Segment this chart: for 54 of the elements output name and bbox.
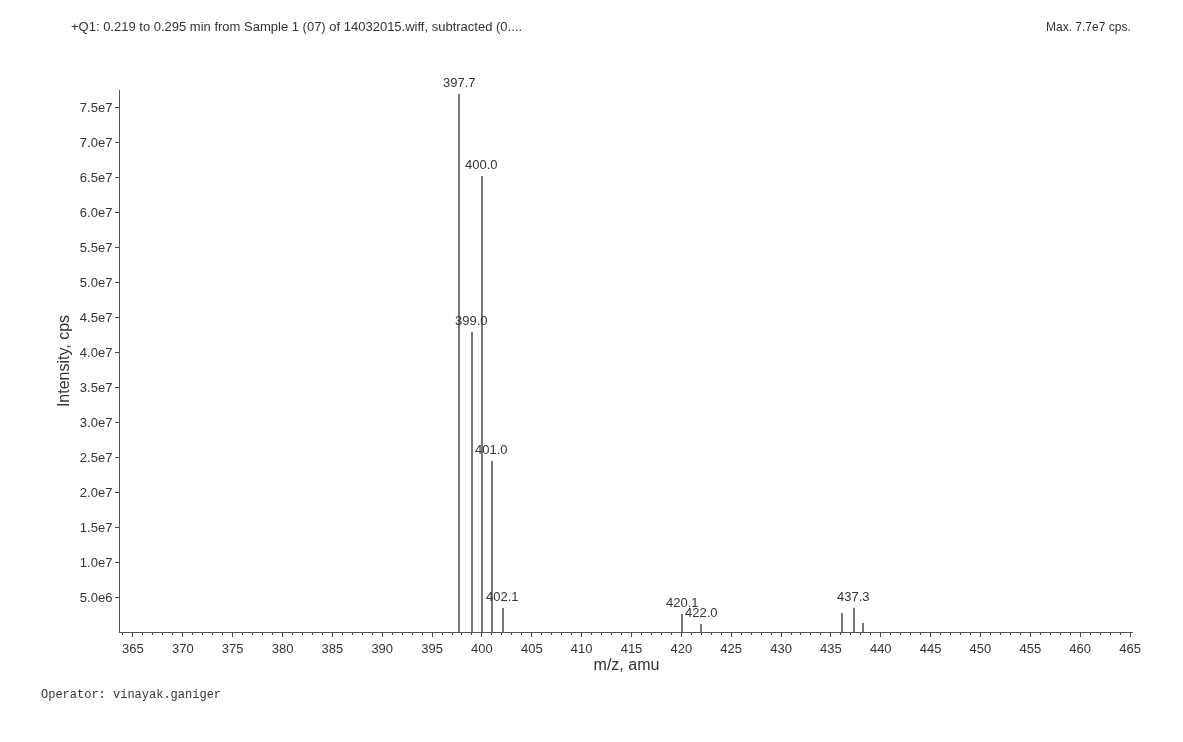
y-tick-label: 1.5e7: [79, 519, 113, 535]
y-tick-label: 4.5e7: [79, 309, 113, 325]
x-tick-label: 380: [271, 640, 294, 656]
y-tick-label: 5.0e7: [79, 274, 113, 290]
x-tick-label: 390: [371, 640, 394, 656]
x-tick-label: 370: [171, 640, 194, 656]
x-tick-label: 385: [321, 640, 344, 656]
bar: [502, 608, 504, 632]
x-tick-label: 420: [670, 640, 693, 656]
x-tick-label: 455: [1019, 640, 1042, 656]
y-tick-label: 7.0e7: [79, 135, 113, 150]
x-tick-label: 410: [570, 640, 593, 656]
annotation: 400.0: [465, 157, 498, 172]
annotation: 437.3: [837, 589, 870, 604]
bar: [862, 623, 864, 632]
x-tick-label: 395: [421, 640, 443, 656]
y-tick-label: 6.5e7: [79, 169, 113, 185]
bar: [491, 461, 493, 632]
x-tick-label: 415: [620, 640, 643, 656]
y-tick-label: 3.5e7: [79, 379, 113, 395]
x-tick-label: 430: [770, 640, 792, 656]
bar: [841, 613, 843, 632]
y-tick-label: 3.0e7: [79, 414, 113, 430]
x-tick-label: 405: [520, 640, 543, 656]
y-tick-label: 2.5e7: [79, 449, 113, 465]
x-axis-title: m/z, amu: [593, 656, 660, 674]
bar: [471, 332, 473, 632]
x-tick-label: 460: [1069, 640, 1092, 656]
x-tick-label: 435: [820, 640, 842, 656]
y-tick-label: 5.0e6: [79, 589, 113, 605]
y-tick-label: 1.0e7: [79, 554, 113, 570]
text: Max. 7.7e7 cps.: [1046, 20, 1131, 34]
bar: [700, 624, 702, 632]
bar: [458, 94, 460, 632]
x-tick-label: 375: [221, 640, 244, 656]
y-axis-title: Intensity, cps: [54, 314, 72, 408]
x-tick-label: 365: [122, 640, 144, 656]
bar: [481, 176, 483, 632]
y-tick-label: 2.0e7: [79, 484, 113, 500]
text: Operator: vinayak.ganiger: [41, 688, 222, 702]
y-tick-label: 7.5e7: [79, 100, 113, 116]
y-tick-label: 5.5e7: [79, 239, 113, 255]
bar: [853, 608, 855, 632]
x-tick-label: 425: [720, 640, 743, 656]
y-tick-label: 4.0e7: [79, 344, 113, 360]
bar: [681, 614, 683, 632]
x-tick-label: 450: [969, 640, 992, 656]
y-tick-label: 6.0e7: [79, 204, 113, 220]
x-tick-label: 465: [1119, 640, 1141, 656]
chart-title: +Q1: 0.219 to 0.295 min from Sample 1 (07) of 14032015.wiff, subtracted (0....: [70, 19, 523, 35]
annotation: 397.7: [443, 75, 476, 90]
x-tick-label: 440: [869, 640, 892, 656]
x-tick-label: 400: [471, 640, 493, 656]
x-tick-label: 445: [919, 640, 942, 656]
